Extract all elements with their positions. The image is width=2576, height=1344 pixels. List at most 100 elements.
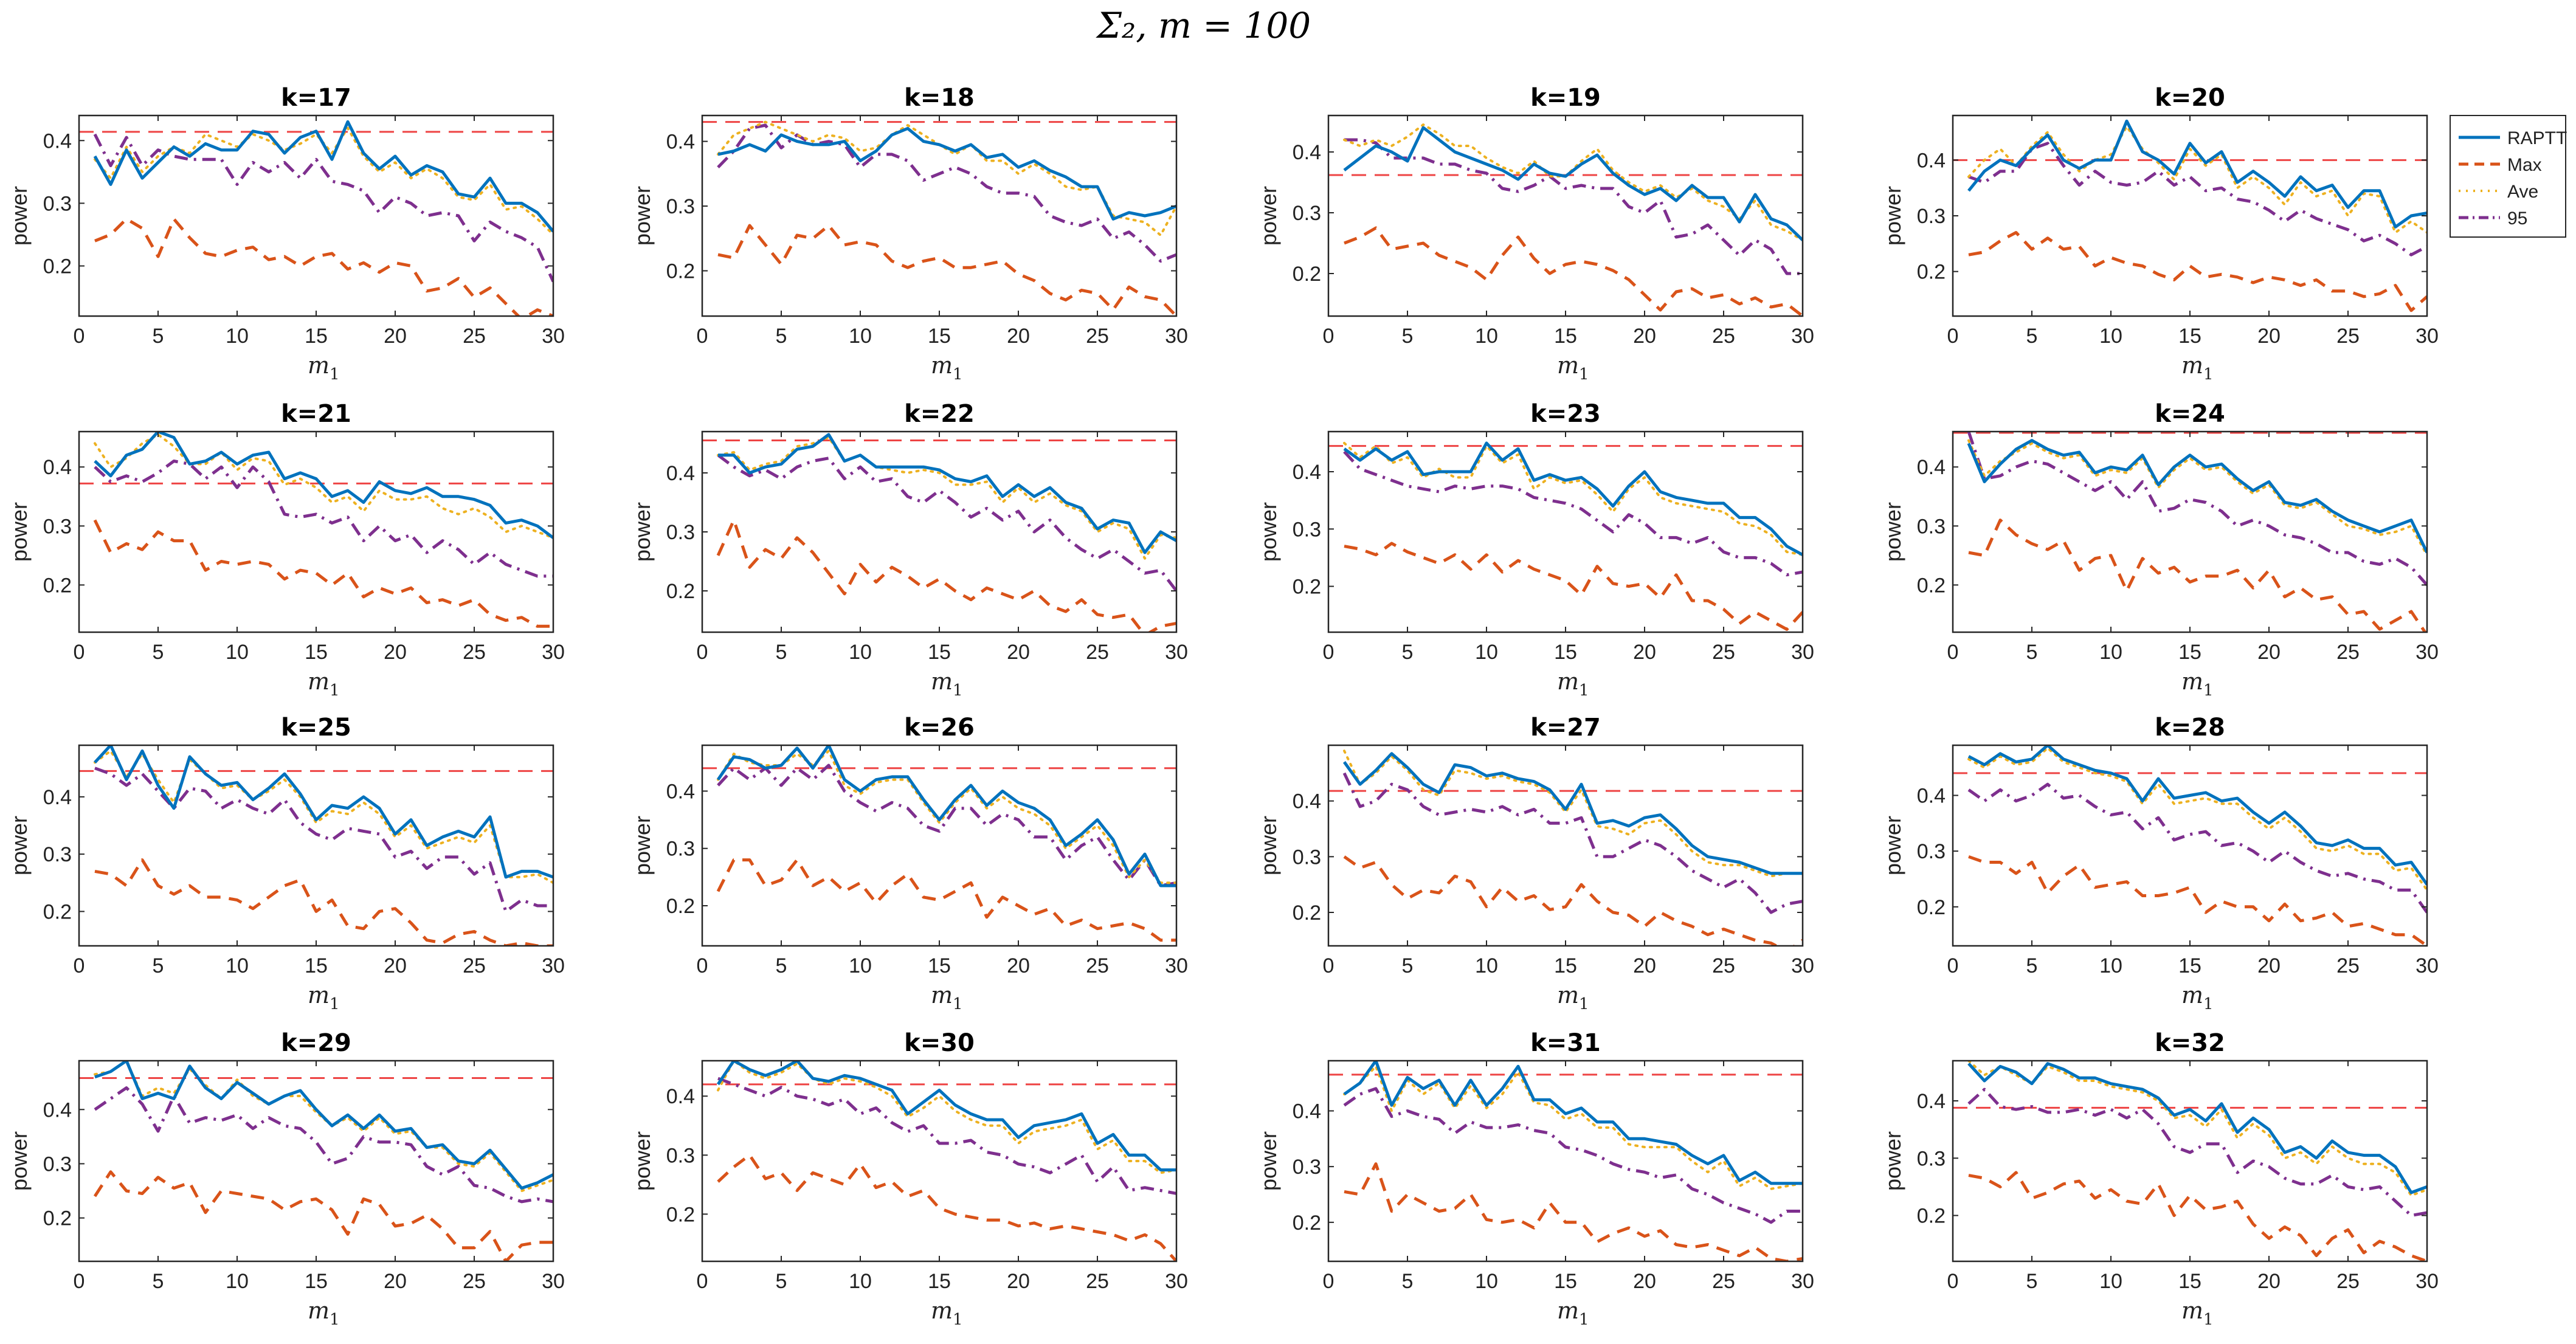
series-max-line (1344, 542, 1803, 631)
series-95-line (717, 1077, 1176, 1195)
x-axis-label: m1 (2181, 1297, 2214, 1329)
x-axis-label: m1 (308, 668, 340, 700)
x-tick-label: 5 (1402, 1270, 1414, 1293)
y-axis-label: power (1256, 502, 1281, 562)
x-tick-label: 30 (2415, 954, 2439, 977)
series-raptt-line (1967, 745, 2427, 886)
x-tick-label: 10 (226, 641, 249, 664)
x-tick-label: 5 (1402, 954, 1414, 977)
panel-title: k=29 (281, 1029, 351, 1057)
y-tick-label: 0.3 (43, 843, 72, 866)
x-tick-label: 30 (542, 641, 565, 664)
y-tick-label: 0.4 (666, 462, 695, 485)
x-tick-label: 20 (384, 1270, 407, 1293)
legend: RAPTT Max Ave 95 (2450, 115, 2567, 238)
panel-k-20: k=20 0 5 10 15 20 25 30 0.2 0.3 0.4 power m1 (1880, 84, 2439, 384)
x-tick-label: 0 (1947, 1270, 1959, 1293)
y-tick-label: 0.2 (43, 1207, 72, 1230)
x-tick-label: 20 (2257, 1270, 2281, 1293)
y-tick-label: 0.3 (666, 838, 695, 861)
x-axis-label: m1 (931, 668, 963, 700)
y-tick-label: 0.2 (666, 260, 695, 283)
x-axis-label-main: m (308, 1297, 330, 1324)
panel-title: k=31 (1530, 1029, 1601, 1057)
x-tick-label: 0 (1947, 954, 1959, 977)
y-axis-label: power (7, 186, 32, 246)
y-tick-label: 0.3 (1917, 515, 1946, 538)
series-raptt-line (1343, 441, 1803, 556)
panel-title: k=21 (281, 400, 351, 428)
panel-k-30: k=30 0 5 10 15 20 25 30 0.2 0.3 0.4 power m1 (630, 1029, 1188, 1329)
y-tick-label: 0.4 (43, 786, 72, 809)
x-axis-label-subscript: 1 (2203, 365, 2214, 384)
y-tick-label: 0.3 (1293, 202, 1321, 225)
series-raptt-line (716, 1061, 1176, 1172)
y-axis-label: power (1880, 816, 1905, 875)
figure-title: Σ₂, m = 100 (1096, 5, 1311, 46)
y-tick-label: 0.4 (1293, 790, 1321, 813)
x-tick-label: 30 (1165, 1270, 1188, 1293)
x-axis-label-subscript: 1 (1579, 1311, 1589, 1329)
x-tick-label: 5 (153, 641, 164, 664)
y-axis-label: power (1256, 186, 1281, 246)
x-tick-label: 30 (542, 954, 565, 977)
panel-k-28: k=28 0 5 10 15 20 25 30 0.2 0.3 0.4 power m1 (1880, 714, 2439, 1013)
x-tick-label: 20 (384, 954, 407, 977)
x-tick-label: 10 (849, 1270, 872, 1293)
y-axis-label: power (1880, 186, 1905, 246)
x-axis-label-main: m (2181, 1297, 2203, 1324)
x-tick-label: 15 (2178, 325, 2201, 348)
x-tick-label: 25 (463, 641, 486, 664)
panel-k-21: k=21 0 5 10 15 20 25 30 0.2 0.3 0.4 power m1 (7, 400, 565, 700)
series-ave-line (717, 1061, 1176, 1174)
series-ave-line (717, 436, 1176, 560)
series-raptt-line (717, 126, 1176, 221)
y-tick-label: 0.2 (43, 574, 72, 597)
x-tick-label: 15 (928, 954, 951, 977)
x-axis-label-subscript: 1 (2203, 681, 2214, 700)
x-tick-label: 0 (1323, 641, 1335, 664)
x-tick-label: 25 (463, 954, 486, 977)
x-axis-label-subscript: 1 (1579, 681, 1589, 700)
y-tick-label: 0.4 (1293, 1100, 1321, 1123)
legend-label-ave: Ave (2507, 182, 2538, 202)
series-95-line (1967, 1087, 2427, 1218)
x-axis-label-subscript: 1 (953, 365, 963, 384)
x-tick-label: 15 (1554, 954, 1577, 977)
series-raptt-line (94, 432, 553, 539)
x-axis-label-main: m (931, 668, 953, 695)
series-max-line (1968, 855, 2427, 946)
x-tick-label: 10 (2099, 325, 2122, 348)
x-axis-label-main: m (931, 352, 953, 379)
x-tick-label: 15 (2178, 641, 2201, 664)
x-tick-label: 15 (928, 641, 951, 664)
x-tick-label: 15 (305, 641, 328, 664)
series-max-line (1344, 1162, 1803, 1261)
x-tick-label: 10 (226, 325, 249, 348)
series-raptt-line (716, 745, 1176, 887)
x-axis-label-subscript: 1 (1579, 995, 1589, 1013)
y-axis-label: power (7, 816, 32, 875)
x-tick-label: 10 (226, 954, 249, 977)
x-tick-label: 20 (1633, 641, 1656, 664)
x-axis-label-main: m (931, 982, 953, 1008)
x-tick-label: 30 (1165, 325, 1188, 348)
plot-area (79, 1061, 553, 1261)
panel-title: k=19 (1530, 84, 1601, 112)
series-max-line (94, 217, 553, 316)
x-tick-label: 25 (1712, 325, 1735, 348)
x-axis-label: m1 (1557, 1297, 1589, 1329)
y-tick-label: 0.4 (1293, 461, 1321, 484)
x-axis-label-main: m (2181, 668, 2203, 695)
panel-title: k=26 (904, 714, 975, 742)
x-tick-label: 30 (2415, 325, 2439, 348)
x-tick-label: 25 (2336, 641, 2360, 664)
y-tick-label: 0.4 (1917, 149, 1946, 172)
y-tick-label: 0.4 (666, 1085, 695, 1108)
y-tick-label: 0.4 (1917, 1090, 1946, 1113)
y-tick-label: 0.3 (43, 515, 72, 538)
x-tick-label: 15 (305, 325, 328, 348)
y-axis-label: power (1880, 502, 1905, 562)
x-tick-label: 15 (1554, 1270, 1577, 1293)
plot-area (79, 745, 553, 946)
